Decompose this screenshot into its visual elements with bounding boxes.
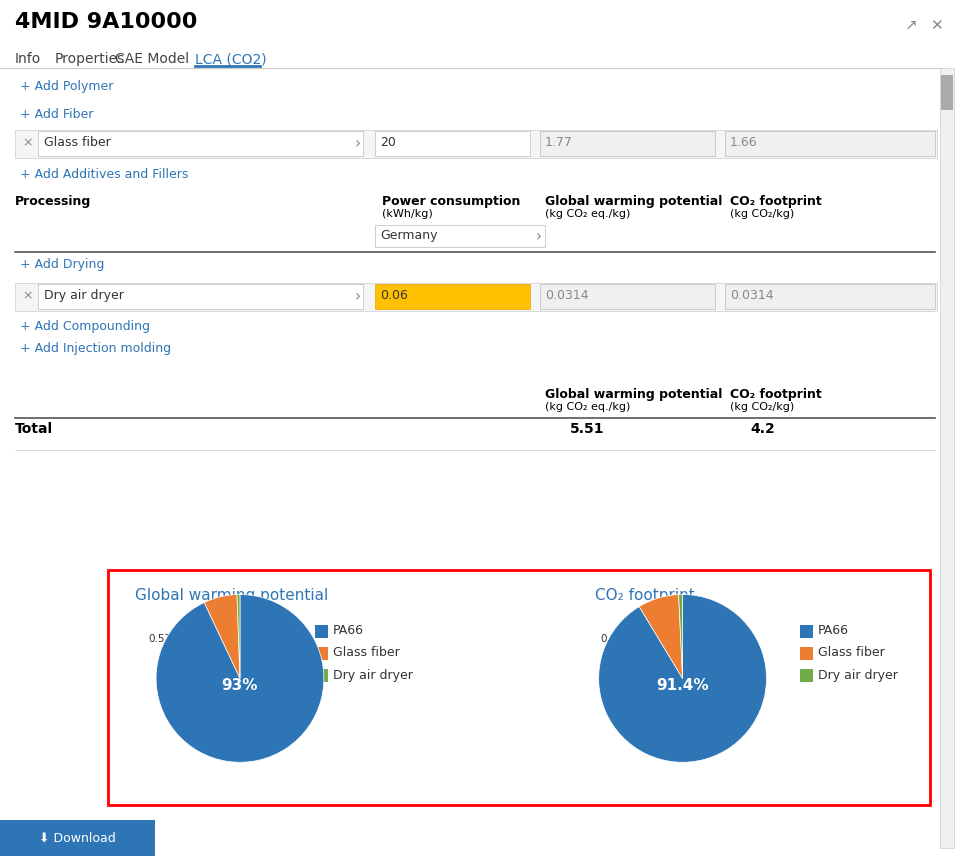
Text: Glass fiber: Glass fiber (818, 646, 885, 659)
Text: PA66: PA66 (333, 625, 364, 638)
Text: 4MID 9A10000: 4MID 9A10000 (15, 12, 197, 32)
Text: ⬇ Download: ⬇ Download (38, 831, 115, 845)
Text: + Add Additives and Fillers: + Add Additives and Fillers (20, 168, 189, 181)
Text: 0.06: 0.06 (380, 289, 408, 302)
Bar (315, 625, 328, 638)
Text: Dry air dryer: Dry air dryer (333, 669, 413, 681)
Text: + Add Drying: + Add Drying (20, 258, 104, 271)
Text: (kg CO₂/kg): (kg CO₂/kg) (730, 209, 794, 219)
Text: ↗: ↗ (905, 18, 918, 33)
Bar (375, 131, 530, 156)
Bar (375, 284, 530, 309)
Text: CO₂ footprint: CO₂ footprint (730, 388, 822, 401)
Text: Properties: Properties (55, 52, 125, 66)
Text: + Add Fiber: + Add Fiber (20, 108, 93, 121)
Text: + Add Compounding: + Add Compounding (20, 320, 150, 333)
Text: Germany: Germany (380, 229, 438, 242)
Text: Global warming potential: Global warming potential (545, 195, 722, 208)
Bar (941, 75, 953, 110)
Bar (0, 820, 155, 856)
Text: 0.0314: 0.0314 (545, 289, 588, 302)
Wedge shape (156, 594, 324, 762)
Bar (800, 647, 813, 660)
Text: (kg CO₂ eq./kg): (kg CO₂ eq./kg) (545, 209, 630, 219)
Bar (38, 284, 363, 309)
Text: + Add Injection molding: + Add Injection molding (20, 342, 171, 355)
Text: 0.57%: 0.57% (148, 634, 181, 644)
Text: ×: × (22, 136, 33, 149)
Text: PA66: PA66 (818, 625, 849, 638)
Text: ›: › (355, 136, 361, 151)
Text: Dry air dryer: Dry air dryer (818, 669, 898, 681)
Bar (15, 130, 937, 158)
Bar (38, 131, 363, 156)
Bar (375, 225, 545, 247)
Text: 0.0314: 0.0314 (730, 289, 774, 302)
Text: Glass fiber: Glass fiber (333, 646, 399, 659)
Bar (725, 131, 935, 156)
Bar (315, 669, 328, 682)
Bar (540, 131, 715, 156)
Bar (15, 283, 937, 311)
Wedge shape (204, 595, 240, 678)
Text: + Add Polymer: + Add Polymer (20, 80, 113, 93)
Text: 6.43%: 6.43% (178, 622, 211, 632)
Text: 20: 20 (380, 136, 396, 149)
Text: ×: × (22, 289, 33, 302)
Text: Glass fiber: Glass fiber (44, 136, 111, 149)
Text: Processing: Processing (15, 195, 91, 208)
Text: 0.747%: 0.747% (600, 634, 640, 644)
Bar (800, 669, 813, 682)
Wedge shape (237, 594, 240, 678)
Text: LCA (CO2): LCA (CO2) (195, 52, 266, 66)
Text: 5.51: 5.51 (570, 422, 604, 436)
Wedge shape (639, 595, 682, 678)
Text: Dry air dryer: Dry air dryer (44, 289, 124, 302)
Text: (kg CO₂ eq./kg): (kg CO₂ eq./kg) (545, 402, 630, 412)
Text: 4.2: 4.2 (750, 422, 775, 436)
Text: Global warming potential: Global warming potential (135, 588, 329, 603)
Text: ›: › (355, 289, 361, 304)
Bar (940, 68, 954, 848)
Text: CAE Model: CAE Model (115, 52, 189, 66)
Text: ›: › (536, 229, 542, 244)
Bar (725, 284, 935, 309)
Text: Info: Info (15, 52, 41, 66)
Text: Power consumption: Power consumption (382, 195, 520, 208)
Text: 1.77: 1.77 (545, 136, 573, 149)
Text: (kg CO₂/kg): (kg CO₂/kg) (730, 402, 794, 412)
Bar (540, 284, 715, 309)
Text: 91.4%: 91.4% (656, 678, 709, 693)
Wedge shape (599, 594, 766, 762)
Text: 93%: 93% (221, 678, 259, 693)
Bar (108, 570, 930, 805)
Text: (kWh/kg): (kWh/kg) (382, 209, 433, 219)
Bar (800, 625, 813, 638)
Text: CO₂ footprint: CO₂ footprint (730, 195, 822, 208)
Text: Global warming potential: Global warming potential (545, 388, 722, 401)
Text: CO₂ footprint: CO₂ footprint (595, 588, 695, 603)
Text: 7.9%: 7.9% (630, 622, 656, 632)
Text: 1.66: 1.66 (730, 136, 758, 149)
Text: Total: Total (15, 422, 53, 436)
Wedge shape (678, 594, 682, 678)
Bar (315, 647, 328, 660)
Text: ✕: ✕ (930, 18, 943, 33)
